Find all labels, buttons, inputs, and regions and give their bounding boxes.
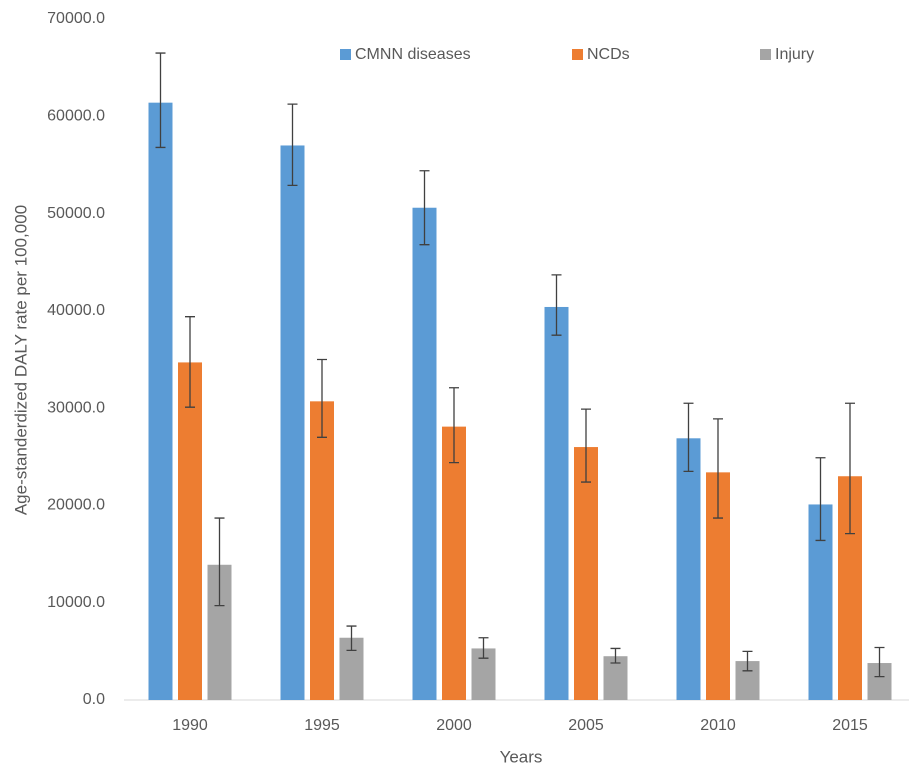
x-tick-label: 2010 [700,717,736,734]
y-tick-label: 60000.0 [47,108,105,125]
legend-swatch [572,49,583,60]
legend-swatch [760,49,771,60]
x-tick-label: 1990 [172,717,208,734]
y-tick-label: 10000.0 [47,594,105,611]
error-bar [478,637,489,659]
error-bar [610,647,621,664]
legend-swatch [340,49,351,60]
bar [544,306,569,700]
error-bar [185,316,195,408]
bar [442,426,466,700]
bar [178,362,202,700]
error-bar [419,170,430,246]
error-bar [713,418,723,519]
bar [280,145,305,700]
y-tick-label: 40000.0 [47,302,105,319]
error-bar [683,402,694,473]
bar [676,438,701,700]
bar [148,102,173,700]
error-bar [287,103,298,187]
error-bar [874,646,885,678]
error-bar [551,274,562,336]
y-tick-label: 50000.0 [47,205,105,222]
bar [574,447,598,700]
x-tick-label: 1995 [304,717,340,734]
error-bar [317,358,327,438]
error-bar [742,650,753,672]
error-bar [449,387,459,464]
error-bar [581,408,591,483]
legend-label: CMNN diseases [355,46,471,63]
y-tick-label: 30000.0 [47,399,105,416]
error-bar [845,402,855,535]
bar [310,401,334,700]
error-bar [346,625,357,652]
error-bar [155,52,166,149]
y-tick-label: 70000.0 [47,10,105,27]
error-bar [214,517,225,607]
error-bar [815,457,826,542]
x-axis-title: Years [500,747,543,766]
legend-label: NCDs [587,46,630,63]
bar [412,207,437,700]
y-axis-title: Age-standerdized DALY rate per 100,000 [11,205,30,515]
y-tick-label: 0.0 [83,691,105,708]
x-tick-label: 2015 [832,717,868,734]
y-tick-label: 20000.0 [47,497,105,514]
x-tick-label: 2005 [568,717,604,734]
legend-label: Injury [775,46,814,63]
x-tick-label: 2000 [436,717,472,734]
